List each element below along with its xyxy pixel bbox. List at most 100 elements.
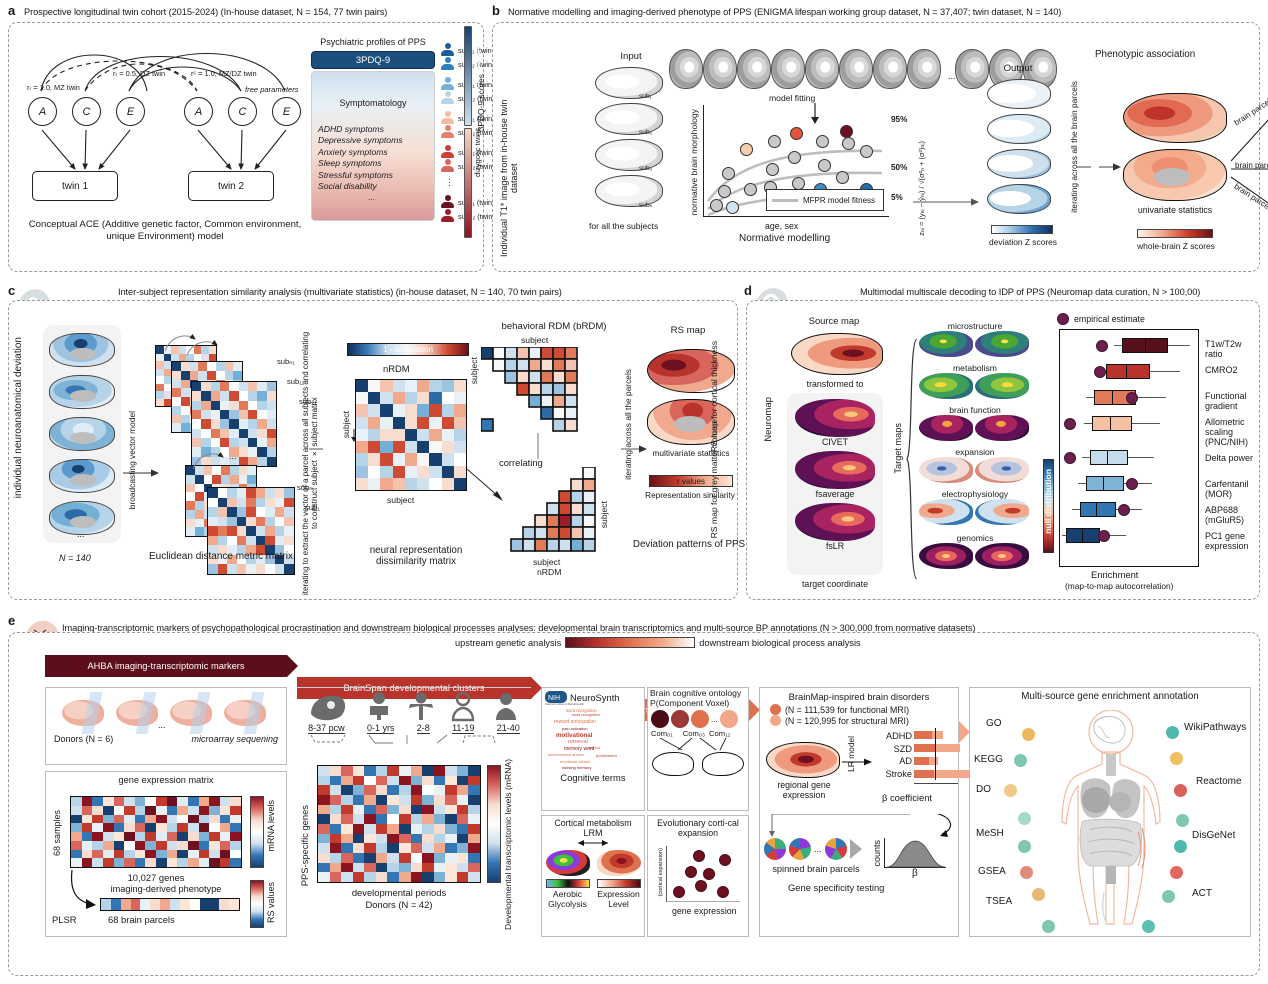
panel-c-n-label: N = 140 xyxy=(59,553,91,563)
subject-label: sub₂₁ (twin 1) xyxy=(458,80,501,89)
twin2-box: twin 2 xyxy=(188,171,274,201)
body-silhouette-icon xyxy=(1061,710,1161,925)
phenotypic-association-title: Phenotypic association xyxy=(1095,49,1196,60)
input-sub-label: sub₂ xyxy=(639,129,653,136)
panel-c-body: individual neuroanatomical deviation ...… xyxy=(8,300,745,600)
empirical-point xyxy=(1126,391,1138,404)
deviation-brain xyxy=(49,417,115,451)
panel-e-title: Imaging-transcriptomic markers of psycho… xyxy=(62,623,976,633)
component-brain xyxy=(652,752,694,776)
analysis-gradient-bar xyxy=(565,637,696,648)
panel-d-body: Source map transformed to Neuromap CIVET… xyxy=(746,300,1260,600)
ace-node-a1: A xyxy=(28,97,57,126)
mri-slice xyxy=(907,49,941,89)
univariate-lateral-brain xyxy=(1123,93,1227,143)
brainspan-col: 8-37 pcw 0-1 yrs 2-8 11-19 21-40 PPS-spe… xyxy=(297,687,531,937)
path-label-dz: rᵣ = 0.5, DZ twin xyxy=(113,69,166,78)
mri-slice xyxy=(805,49,839,89)
source-label-tsea: TSEA xyxy=(986,896,1013,907)
data-point xyxy=(710,199,723,212)
target-coordinate-label: target coordinate xyxy=(801,579,869,589)
word-cloud-term: working memory xyxy=(562,765,592,770)
enrichment-boxplot xyxy=(1059,329,1199,567)
evo-scatter xyxy=(666,846,740,902)
target-maps-label: Target maps xyxy=(893,423,903,474)
donor-brain xyxy=(114,692,164,734)
box-label: ABP688 (mGluR5) xyxy=(1205,505,1245,525)
nih-logo-icon: NIH xyxy=(545,691,567,703)
beta-coefficient-label: β coefficient xyxy=(882,792,933,803)
evo-point xyxy=(703,868,715,880)
whole-brain-z-colorbar-label: whole-brain Z scores xyxy=(1137,241,1215,251)
instrument-3pdq9: 3PDQ-9 xyxy=(311,51,435,69)
psychiatric-profiles-title: Psychiatric profiles of PPS xyxy=(320,37,426,47)
struct-bar xyxy=(929,757,938,765)
r-values-label: r values xyxy=(676,476,705,486)
neurosynth-box: NIH NeuroSynth National Institute of Men… xyxy=(541,687,645,811)
brdm-title: behavioral RDM (bRDM) xyxy=(501,321,607,332)
input-label: Input xyxy=(620,51,642,62)
stage-header-1[interactable]: AHBA imaging-transcriptomic markers xyxy=(45,655,298,677)
nrdm-label: nRDM xyxy=(383,363,410,374)
fetus-icon xyxy=(311,695,346,721)
edm-matrix xyxy=(207,487,295,575)
word-cloud-term: word recognition xyxy=(572,713,600,717)
surface-left xyxy=(919,331,973,357)
chip-icon xyxy=(1018,812,1031,825)
plsr-arrow xyxy=(70,870,96,909)
surface-left xyxy=(919,415,973,441)
deviation-brain xyxy=(987,114,1051,144)
symptom-item: Sleep symptoms xyxy=(318,158,382,169)
path-label-c: rᶜ = 1.0, MZ/DZ twin xyxy=(191,69,257,78)
developmental-colorbar xyxy=(487,765,501,883)
enrichment-title: Multi-source gene enrichment annotation xyxy=(1021,691,1199,702)
broadcasting-label: broadcasting vector model xyxy=(127,411,137,510)
functional-mri-label: (N = 111,539 for functional MRI) xyxy=(785,704,910,715)
struct-bar xyxy=(932,731,943,739)
civet-label: CIVET xyxy=(822,437,848,447)
ace-loading-arrows xyxy=(41,129,287,171)
spinned-ellipsis: ... xyxy=(814,844,822,854)
mz-colorbar xyxy=(464,26,472,126)
empirical-point xyxy=(1094,365,1106,378)
source-label-do: DO xyxy=(976,784,991,795)
func-bar xyxy=(914,770,934,778)
modality-genomics: genomics xyxy=(919,533,1031,569)
box-row xyxy=(1060,334,1198,360)
iterating-parcels-label: iterating across all the brain parcels xyxy=(1069,81,1079,213)
source-label-mesh: MeSH xyxy=(976,828,1004,839)
panel-a-body: rᵣ = 1.0, MZ twin rᵣ = 0.5, DZ twin rᶜ =… xyxy=(8,22,501,272)
component-labels: Com₀₁ Com₀₃ Com₁₂ xyxy=(648,729,748,738)
input-sub-label: sub₁ xyxy=(639,93,652,100)
word-cloud-term: punishment xyxy=(596,753,617,758)
correlation-colorbar-label: 1 - correlation xyxy=(382,345,434,354)
empirical-point xyxy=(1064,417,1076,430)
surface-right xyxy=(975,499,1029,525)
panel-c-letter: c xyxy=(8,283,16,298)
box-row xyxy=(1060,386,1198,412)
z-score-formula: zₙᵢ = (yₙᵢ − ŷₙᵢ) / √(σ²ₙ + (σ²)ₙᵢ) xyxy=(917,141,926,236)
parcel-label-2: brain parcel 2 xyxy=(1235,161,1268,170)
spinned-parcel xyxy=(764,838,786,860)
subject-label: sub₂₂ (twin 2) xyxy=(458,94,501,103)
data-point xyxy=(790,127,803,140)
subject-icon xyxy=(441,43,454,56)
lrm-label: LRM xyxy=(583,828,603,838)
brain-stack-ellipsis: ... xyxy=(77,529,85,539)
gene-specificity-label: Gene specificity testing xyxy=(788,882,885,893)
symptom-ellipsis: ... xyxy=(368,192,376,203)
stage-header-2[interactable]: BrainSpan developmental clusters xyxy=(297,677,542,699)
evo-point xyxy=(685,866,697,878)
upstream-label: upstream genetic analysis xyxy=(455,637,562,648)
empirical-point xyxy=(1126,477,1138,490)
spinned-parcel xyxy=(824,838,847,860)
chip-icon xyxy=(1032,888,1045,901)
model-fitting-label: model fitting xyxy=(769,93,816,103)
surface-left xyxy=(919,457,973,483)
counts-y-label: counts xyxy=(872,840,882,867)
modality-microstructure: microstructure xyxy=(919,321,1031,357)
modality-label: electrophysiology xyxy=(941,489,1009,499)
component-circles: ... xyxy=(648,710,748,728)
evo-point xyxy=(693,850,705,862)
subcortical-grey xyxy=(1154,168,1190,186)
